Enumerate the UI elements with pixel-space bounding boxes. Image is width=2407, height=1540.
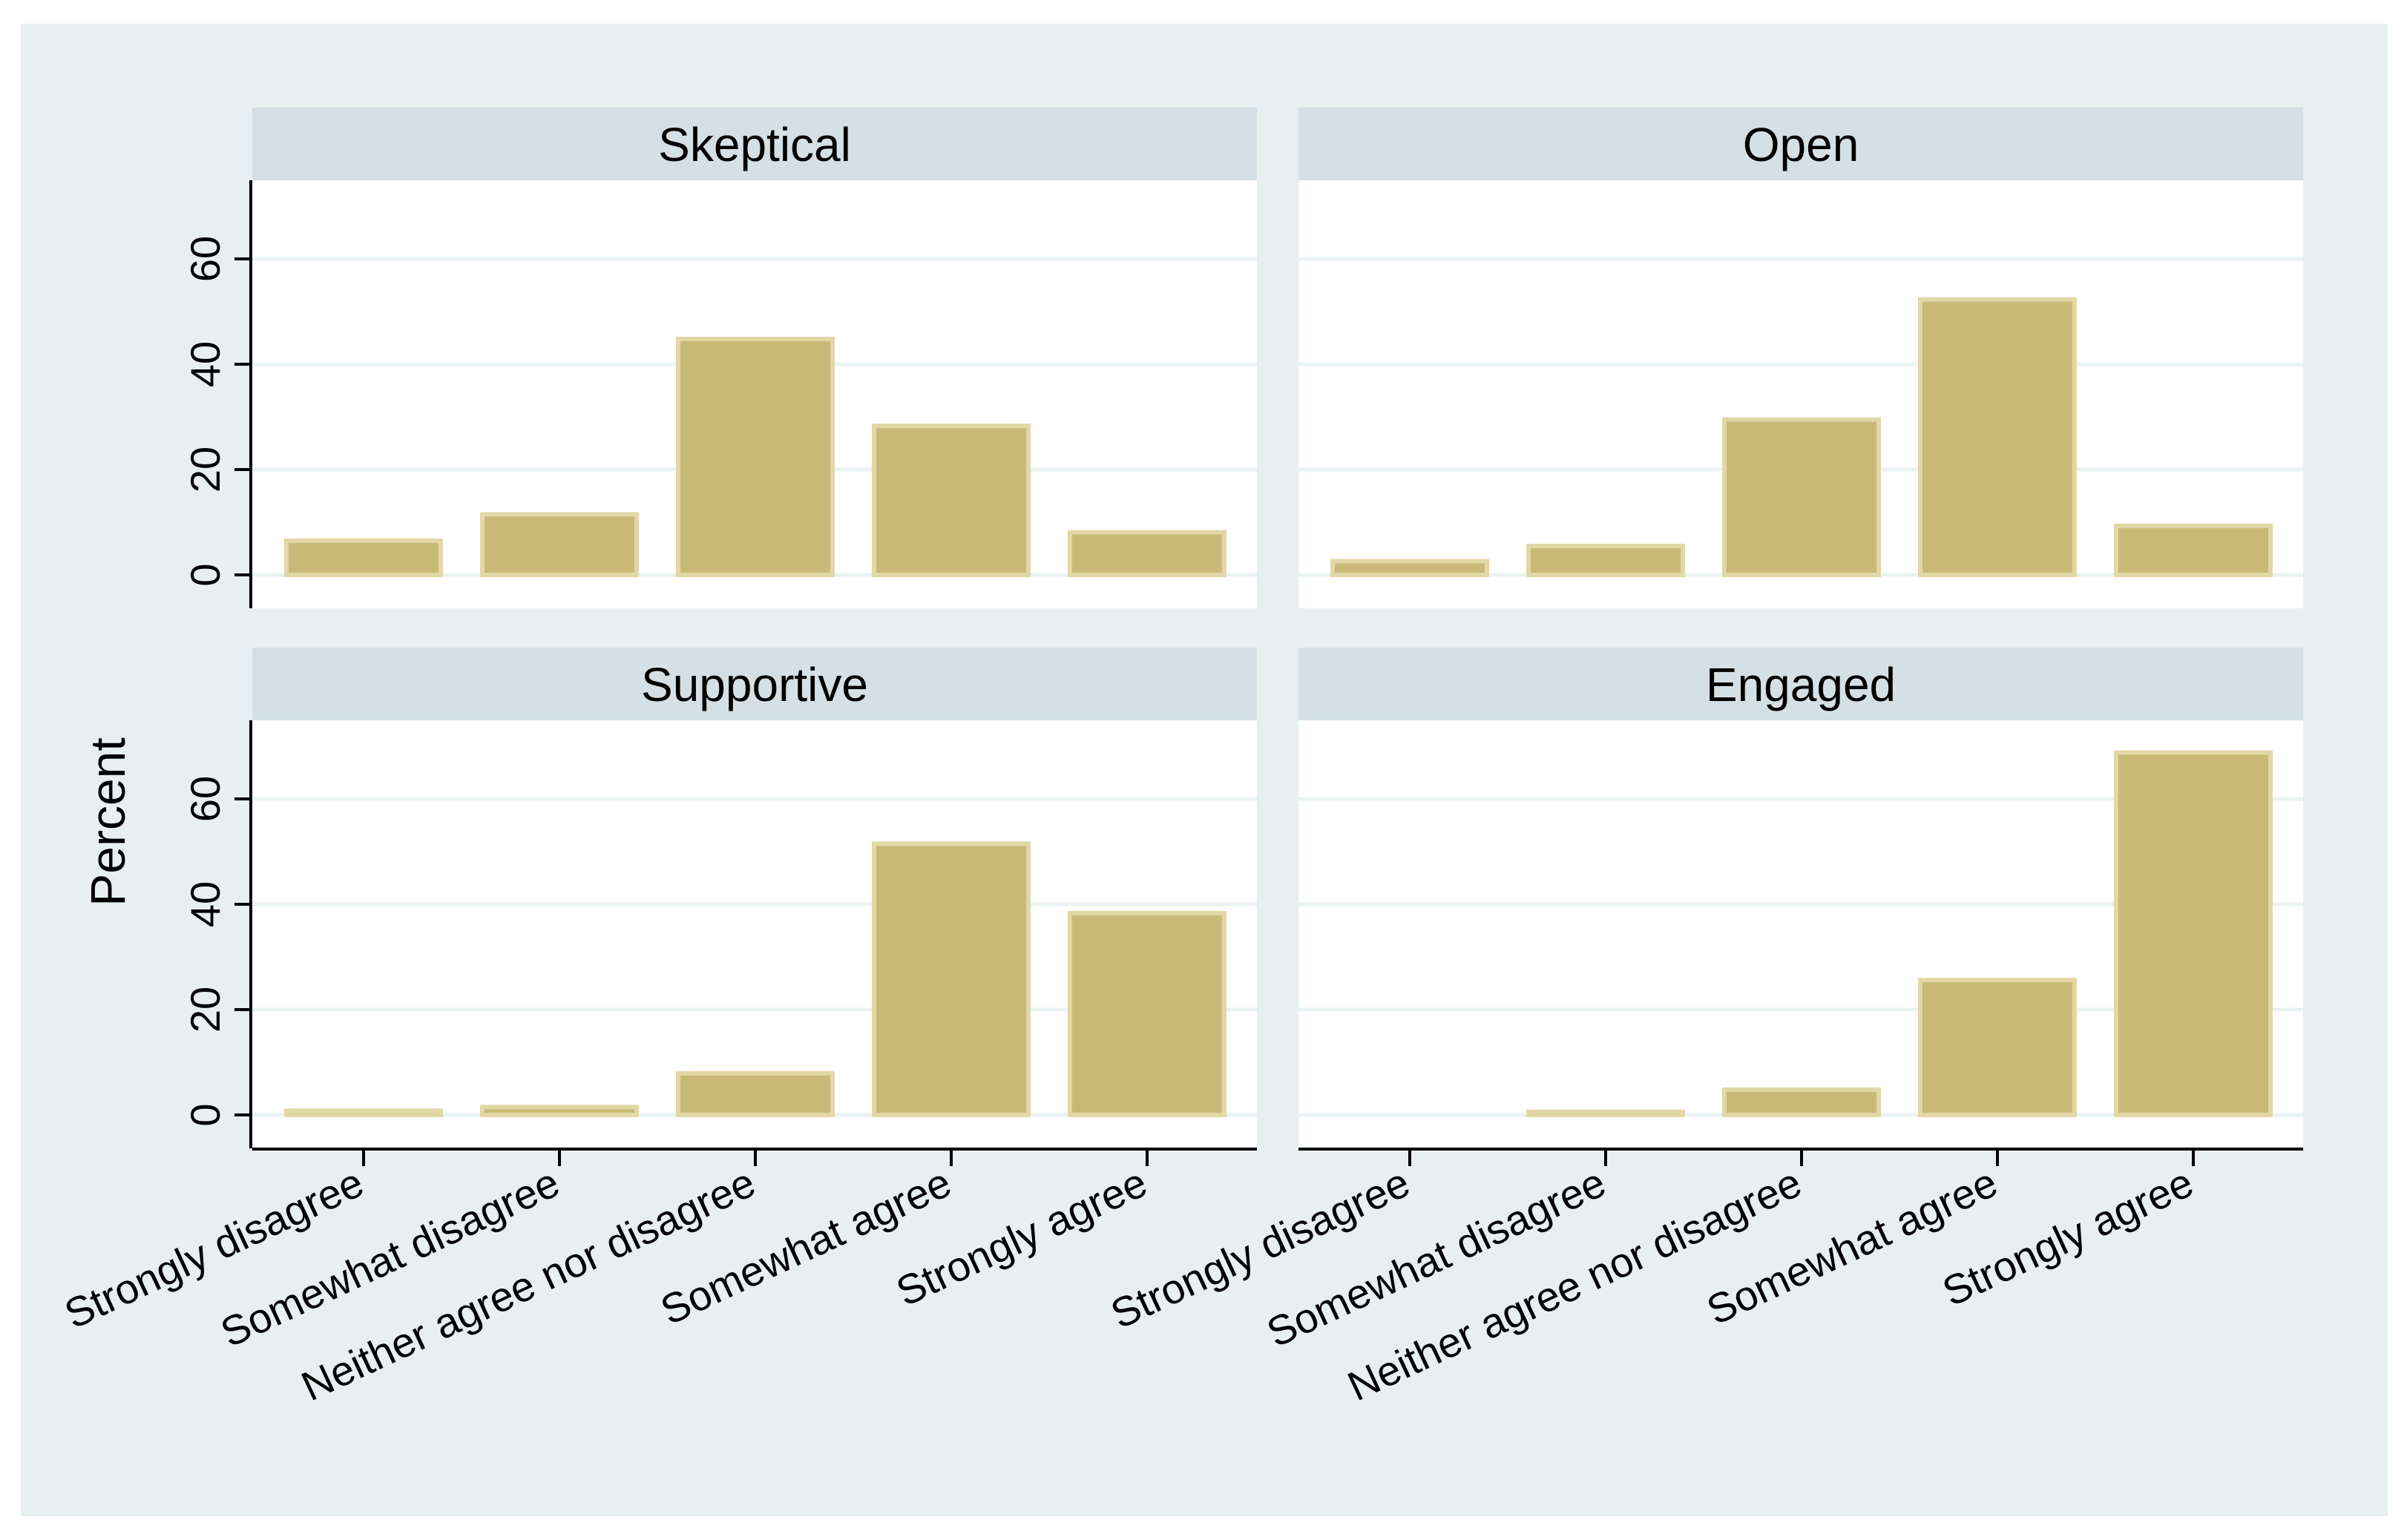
panel-title: Engaged	[1706, 658, 1896, 711]
bar	[1722, 1087, 1881, 1118]
panel-skeptical: Skeptical 0 20 40 60	[182, 108, 1257, 608]
panel-title: Skeptical	[658, 118, 851, 171]
bar	[2114, 750, 2273, 1118]
panel-strip	[1298, 108, 2303, 180]
panel-title: Open	[1743, 118, 1859, 171]
y-tick-label: 60	[182, 776, 229, 822]
y-tick-label: 20	[182, 447, 229, 493]
bar	[284, 538, 443, 577]
bar	[480, 512, 639, 577]
bar	[872, 841, 1031, 1117]
y-tick-label: 20	[182, 987, 229, 1033]
bar	[872, 424, 1031, 577]
bar	[1918, 978, 2077, 1117]
panel-strip	[1298, 648, 2303, 720]
panel-open: Open	[1298, 108, 2303, 608]
y-tick-label: 40	[182, 881, 229, 927]
y-tick-label: 60	[182, 236, 229, 282]
panel-title: Supportive	[641, 658, 868, 711]
bar	[676, 1070, 835, 1118]
bar	[1068, 911, 1227, 1117]
y-tick-label: 0	[182, 1103, 229, 1126]
y-tick-label: 40	[182, 341, 229, 387]
bar	[2114, 523, 2273, 577]
panel-strip	[252, 648, 1257, 720]
bar	[480, 1105, 639, 1117]
bar	[1526, 1109, 1685, 1117]
bar	[1722, 417, 1881, 577]
bar	[1918, 297, 2077, 577]
panel-strip	[252, 108, 1257, 180]
bar	[1068, 530, 1227, 577]
bar	[284, 1108, 443, 1117]
bar	[1526, 543, 1685, 578]
y-axis-title: Percent	[80, 737, 135, 906]
y-tick-label: 0	[182, 563, 229, 586]
bar	[1330, 559, 1489, 577]
bar	[676, 336, 835, 577]
